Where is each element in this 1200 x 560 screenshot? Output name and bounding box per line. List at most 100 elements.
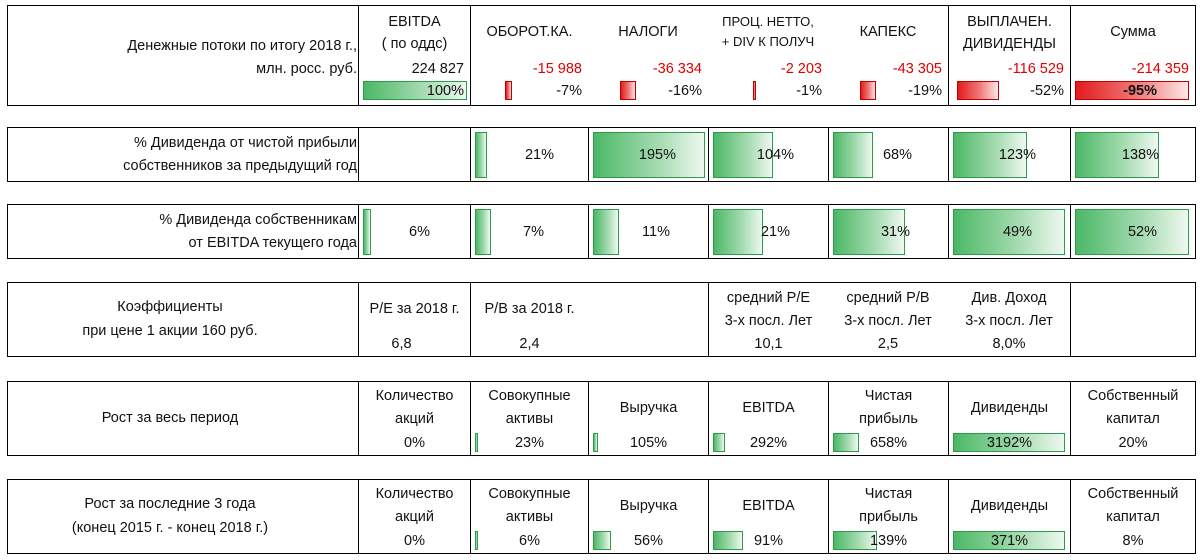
div-yield-label1: Див. Доход [971, 290, 1047, 306]
avg-pe-label1: средний P/E [726, 290, 811, 306]
block2-label-line1: % Дивиденда от чистой прибыли [133, 135, 357, 151]
cell-value: 49% [1002, 224, 1032, 240]
growth-col-value: 20% [1118, 435, 1148, 451]
avg-pe-label2: 3-х посл. Лет [724, 313, 813, 329]
cf-col-value: -214 359 [1131, 61, 1189, 77]
growth-col-value: 56% [633, 533, 664, 549]
cf-col-taxes: НАЛОГИ -36 334 -16% [588, 6, 708, 105]
growth-col-label1: Выручка [619, 400, 678, 416]
cashflow-block: Денежные потоки по итогу 2018 г., млн. р… [7, 5, 1196, 106]
div-yield-label2: 3-х посл. Лет [965, 313, 1053, 329]
cf-col-pct: -95% [1123, 83, 1157, 99]
growth-col-label2: акций [395, 509, 434, 525]
share-bar [593, 132, 705, 178]
growth-bar [593, 433, 598, 452]
share-bar [833, 132, 873, 178]
cell-value: 6% [409, 224, 430, 240]
block2-label-line2: собственников за предыдущий год [123, 158, 357, 174]
growth-all-label: Рост за весь период [8, 382, 358, 455]
cashflow-title-line2: млн. росс. руб. [256, 61, 357, 77]
block2-cell: 104% [708, 128, 828, 181]
growth-col: EBITDA 91% [708, 480, 828, 553]
growth-col-value: 658% [869, 435, 908, 451]
growth-bar [833, 433, 859, 452]
growth-col-label1: Дивиденды [970, 498, 1049, 514]
cell-value: 52% [1127, 224, 1157, 240]
growth-col-value: 91% [753, 533, 784, 549]
growth-col-label2: прибыль [859, 509, 918, 525]
avg-pb-label2: 3-х посл. Лет [844, 313, 932, 329]
cell-value: 21% [760, 224, 790, 240]
cf-col-value: -15 988 [532, 61, 582, 77]
cf-col-value: -2 203 [780, 61, 822, 77]
growth-col: Дивиденды 3192% [948, 382, 1070, 455]
avg-pb-value: 2,5 [877, 336, 899, 352]
growth-col: Чистая прибыль 658% [828, 382, 948, 455]
growth-col-value: 0% [404, 533, 425, 549]
cf-col-working-capital: ОБОРОТ.КА. -15 988 -7% [470, 6, 588, 105]
share-bar [1075, 209, 1189, 255]
cell-value: 68% [882, 147, 912, 163]
cf-col-value: -116 529 [1007, 61, 1064, 77]
growth-3y-label: Рост за последние 3 года (конец 2015 г. … [8, 480, 358, 553]
ratios-label-line1: Коэффициенты [117, 299, 223, 315]
avg-pb-cell: средний P/B 3-х посл. Лет 2,5 [828, 283, 948, 356]
growth-col-value: 292% [749, 435, 788, 451]
cf-col-head1: EBITDA [388, 14, 441, 30]
growth-col-value: 371% [990, 533, 1029, 549]
cf-col-total: Сумма -214 359 -95% [1070, 6, 1195, 105]
cf-col-pct: -16% [668, 83, 702, 99]
growth-col: Количество акций 0% [358, 382, 470, 455]
cf-col-head2: ( по оддс) [381, 36, 448, 52]
cell-value: 123% [998, 147, 1036, 163]
growth-col: Совокупные активы 6% [470, 480, 588, 553]
avg-pe-value: 10,1 [754, 336, 783, 352]
share-bar [713, 132, 773, 178]
cf-col-head1: ОБОРОТ.КА. [486, 24, 573, 40]
cf-col-head2: ДИВИДЕНДЫ [963, 36, 1056, 52]
growth-col-label1: Чистая [864, 388, 913, 404]
cf-col-head1: ПРОЦ. НЕТТО, [722, 14, 814, 29]
share-bar [475, 209, 491, 255]
growth-col-label1: Количество [375, 388, 454, 404]
pb-label: P/B за 2018 г. [484, 301, 575, 317]
cf-col-pct: -1% [796, 83, 822, 99]
block2-cell: 195% [588, 128, 708, 181]
cf-col-dividends-paid: ВЫПЛАЧЕН. ДИВИДЕНДЫ -116 529 -52% [948, 6, 1070, 105]
growth-col: Чистая прибыль 139% [828, 480, 948, 553]
cf-col-head2: + DIV К ПОЛУЧ [721, 34, 815, 49]
block3-cell: 7% [470, 205, 588, 258]
growth-bar [593, 531, 611, 550]
share-bar [363, 209, 371, 255]
block3-cell: 11% [588, 205, 708, 258]
cell-value: 31% [880, 224, 910, 240]
ratios-label: Коэффициенты при цене 1 акции 160 руб. [8, 283, 358, 356]
growth-col-label2: активы [505, 411, 554, 427]
share-bar [1075, 132, 1159, 178]
growth-col: Количество акций 0% [358, 480, 470, 553]
block3-cell: 6% [358, 205, 470, 258]
cell-value: 7% [523, 224, 544, 240]
cf-col-pct: -7% [556, 83, 582, 99]
growth-col-value: 0% [404, 435, 425, 451]
block2-cell: 68% [828, 128, 948, 181]
growth-all-period-block: Рост за весь период Количество акций 0% … [7, 381, 1196, 456]
share-bar [833, 209, 905, 255]
growth-all-label-text: Рост за весь период [101, 410, 239, 426]
growth-col-label2: прибыль [859, 411, 918, 427]
growth-col-label1: EBITDA [742, 400, 795, 416]
pb-cell: P/B за 2018 г. 2,4 [470, 283, 588, 356]
growth-col-label2: капитал [1106, 509, 1160, 525]
block2-empty-cell [358, 128, 470, 181]
growth-bar [713, 531, 743, 550]
growth-bar [833, 531, 877, 550]
block3-label-line1: % Дивиденда собственникам [159, 212, 357, 228]
cf-col-value: -36 334 [652, 61, 702, 77]
cell-value: 104% [756, 147, 794, 163]
growth-bar [953, 531, 1065, 550]
growth-col-label1: Собственный [1087, 388, 1179, 404]
growth-col-label2: капитал [1106, 411, 1160, 427]
cell-value: 138% [1121, 147, 1159, 163]
ratios-empty-cell [1070, 283, 1195, 356]
block3-cell: 52% [1070, 205, 1195, 258]
